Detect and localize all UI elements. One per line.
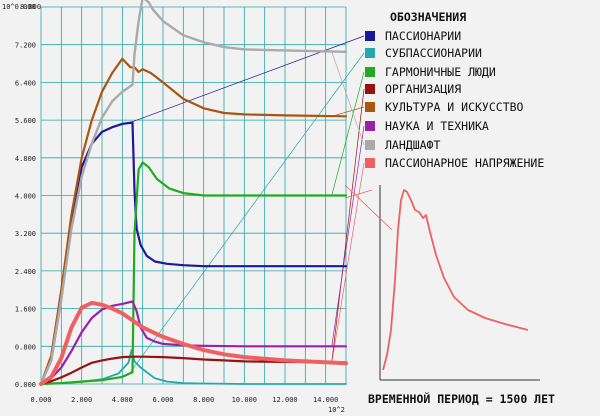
series-line [39,300,348,386]
period-caption: ВРЕМЕННОЙ ПЕРИОД = 1500 ЛЕТ [368,391,555,406]
inset-connector [344,189,373,199]
y-tick-label: 1.600 [15,306,36,314]
legend-swatch [365,31,375,41]
legend-connector [130,52,365,373]
x-tick-label: 6.000 [152,396,173,404]
legend-swatch [365,102,375,112]
legend-label: ГАРМОНИЧНЫЕ ЛЮДИ [385,65,496,79]
x-axis-ticks: 0.000 2.000 4.000 6.000 8.000 10.000 12.000 14.… [30,396,338,404]
series-line [39,355,348,386]
y-axis-ticks: 0.000 0.800 1.600 2.400 3.200 4.000 4.800 5.600… [15,3,41,389]
y-tick-label: 4.000 [15,193,36,201]
x-tick-label: 4.000 [112,396,133,404]
legend-label: ОРГАНИЗАЦИЯ [385,82,461,96]
inset-tension-line [382,189,529,371]
legend-connector [331,88,365,363]
legend-connector [331,162,365,364]
plot-series [39,0,348,386]
legend-swatch [365,67,375,77]
legend-label: СУБПАССИОНАРИИ [385,46,482,60]
y-tick-label: 5.600 [15,117,36,125]
series-line [39,300,348,386]
x-tick-label: 8.000 [193,396,214,404]
x-tick-label: 12.000 [272,396,297,404]
y-tick-label: 7.200 [15,42,36,50]
y-tick-label: 4.800 [15,155,36,163]
legend-connectors [130,35,365,373]
legend-title: ОБОЗНАЧЕНИЯ [390,10,466,24]
legend-label: ЛАНДШАФТ [385,138,440,152]
legend-swatch [365,121,375,131]
series-line [39,161,348,386]
legend-swatch [365,84,375,94]
x-tick-label: 14.000 [313,396,338,404]
x-tick-label: 2.000 [71,396,92,404]
x-scale-label: 10^2 [328,406,345,414]
x-tick-label: 10.000 [232,396,257,404]
legend-swatch [365,158,375,168]
y-tick-label: 8.000 [20,3,41,11]
legend-connector [331,71,365,196]
legend-swatch [365,48,375,58]
y-tick-label: 0.000 [15,381,36,389]
y-tick-label: 2.400 [15,268,36,276]
y-tick-label: 3.200 [15,230,36,238]
y-tick-label: 0.800 [15,343,36,351]
legend-label: КУЛЬТУРА И ИСКУССТВО [385,100,524,114]
legend-connector [331,106,365,117]
legend-connector [331,125,365,347]
legend-label: ПАССИОНАРНОЕ НАПРЯЖЕНИЕ [385,156,544,170]
legend-connector [331,51,365,146]
y-tick-label: 6.400 [15,79,36,87]
inset-chart [344,184,540,381]
series-line [39,0,348,386]
x-tick-label: 0.000 [30,396,51,404]
y-scale-label: 10^0.000 [2,3,36,11]
series-line [39,121,348,386]
inset-connector [344,184,393,231]
legend-swatch [365,140,375,150]
legend-label: ПАССИОНАРИИ [385,29,461,43]
legend: ОБОЗНАЧЕНИЯ ПАССИОНАРИИ СУБПАССИОНАРИИ ГАР… [365,10,544,170]
legend-label: НАУКА И ТЕХНИКА [385,119,489,133]
